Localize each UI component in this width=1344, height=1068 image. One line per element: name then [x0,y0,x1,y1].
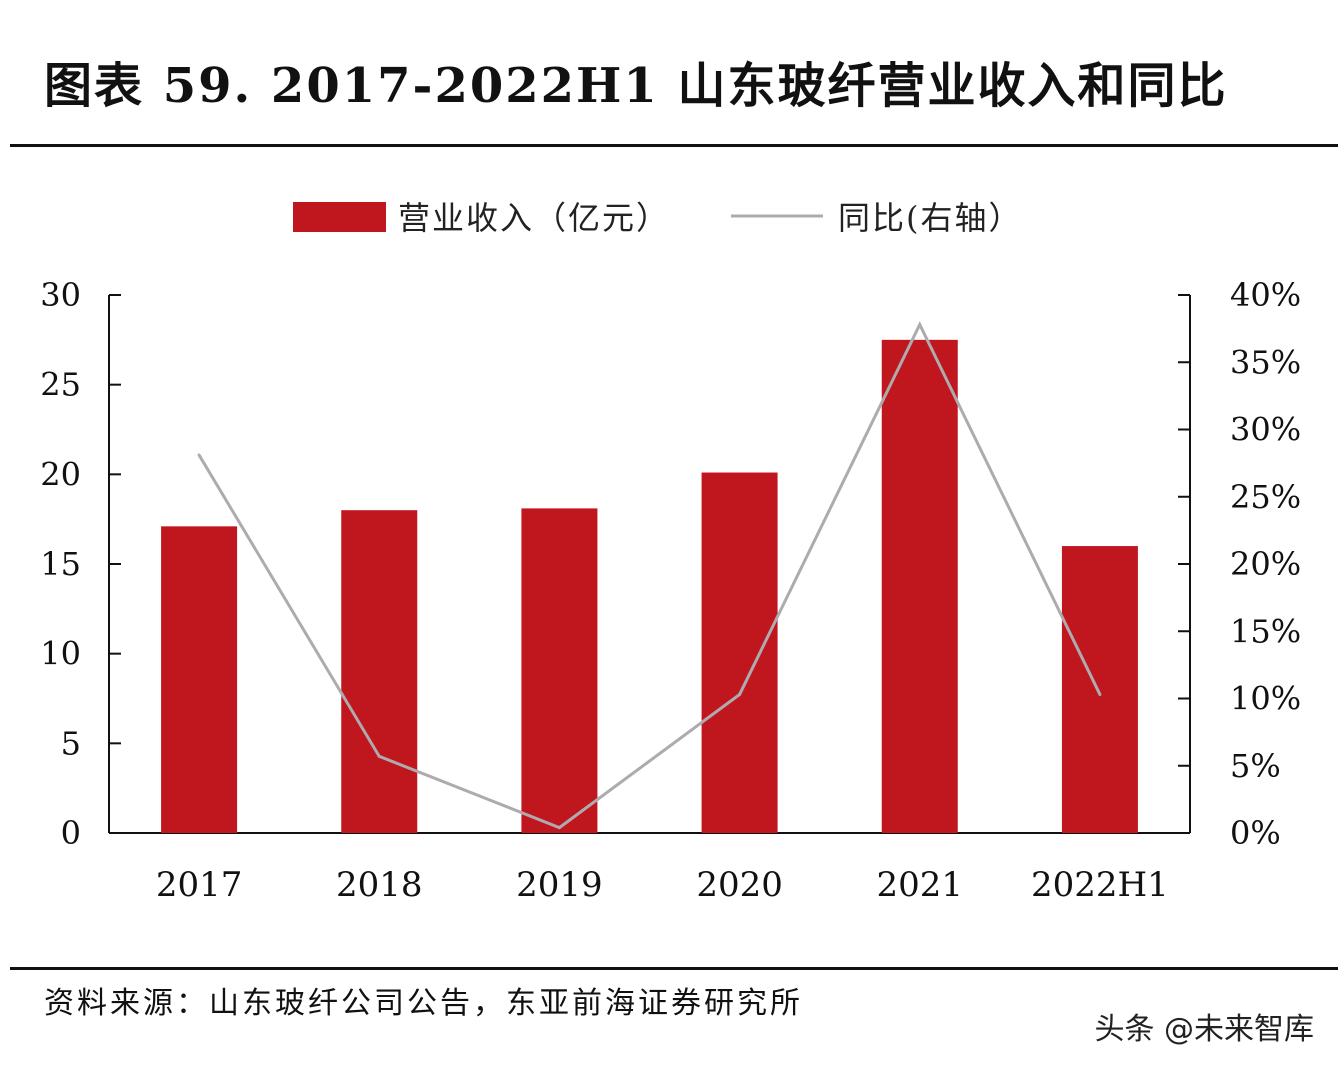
x-tick-label: 2019 [516,865,603,905]
x-tick-label: 2017 [156,865,243,905]
bar-2022H1 [1061,546,1138,833]
right-tick-label: 5% [1230,747,1281,785]
legend-bar-label: 营业收入（亿元） [398,199,670,237]
yoy-point-2018 [377,754,381,758]
bar-2020 [701,472,778,833]
x-tick-label: 2018 [336,865,423,905]
x-tick-label: 2022H1 [1031,865,1169,905]
right-tick-label: 25% [1230,478,1301,516]
yoy-point-2022H1 [1098,692,1102,696]
right-tick-label: 20% [1230,545,1301,583]
top-divider [10,144,1338,147]
right-tick-label: 10% [1230,680,1301,718]
bar-2021 [881,339,958,833]
right-tick-label: 35% [1230,343,1301,381]
bar-2019 [521,508,598,833]
right-tick-label: 40% [1230,276,1301,314]
legend-line-label: 同比(右轴） [838,199,1023,237]
bar-2017 [161,526,238,833]
bottom-divider [10,967,1338,970]
right-tick-label: 15% [1230,612,1301,650]
yoy-line [197,321,1102,830]
x-tick-label: 2020 [696,865,783,905]
left-tick-label: 0 [61,814,81,852]
left-tick-label: 10 [40,635,81,673]
x-tick-label: 2021 [876,865,963,905]
chart-title: 图表 59. 2017-2022H1 山东玻纤营业收入和同比 [44,58,1228,114]
legend-bar-swatch [293,202,386,232]
yoy-point-2019 [557,826,561,830]
watermark: 头条 @未来智库 [1094,1012,1314,1047]
left-tick-label: 5 [61,724,81,762]
yoy-point-2021 [918,323,922,327]
left-tick-label: 30 [40,276,81,314]
bar-2018 [341,510,418,833]
left-tick-label: 15 [40,545,81,583]
source-note: 资料来源：山东玻纤公司公告，东亚前海证券研究所 [44,986,803,1021]
left-tick-label: 20 [40,455,81,493]
right-tick-label: 30% [1230,411,1301,449]
left-tick-label: 25 [40,366,81,404]
yoy-point-2017 [197,453,201,457]
yoy-point-2020 [738,692,742,696]
right-tick-label: 0% [1230,814,1281,852]
